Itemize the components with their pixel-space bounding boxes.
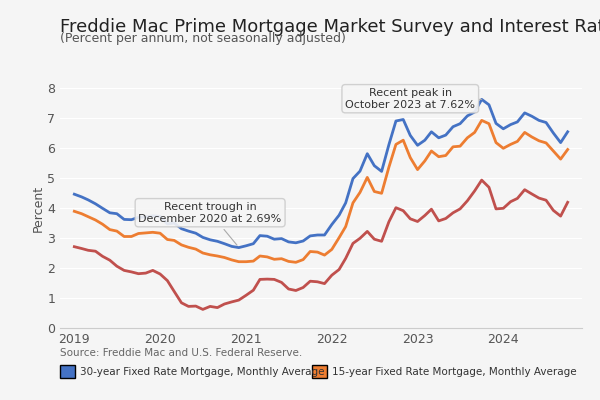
Text: Source: Freddie Mac and U.S. Federal Reserve.: Source: Freddie Mac and U.S. Federal Res… <box>60 348 302 358</box>
Text: 30-year Fixed Rate Mortgage, Monthly Average: 30-year Fixed Rate Mortgage, Monthly Ave… <box>80 367 325 377</box>
Text: (Percent per annum, not seasonally adjusted): (Percent per annum, not seasonally adjus… <box>60 32 346 45</box>
Text: Recent trough in
December 2020 at 2.69%: Recent trough in December 2020 at 2.69% <box>139 202 282 245</box>
Text: Freddie Mac Prime Mortgage Market Survey and Interest Rate: Freddie Mac Prime Mortgage Market Survey… <box>60 18 600 36</box>
Text: Recent peak in
October 2023 at 7.62%: Recent peak in October 2023 at 7.62% <box>345 88 482 110</box>
Y-axis label: Percent: Percent <box>31 184 44 232</box>
Text: 15-year Fixed Rate Mortgage, Monthly Average: 15-year Fixed Rate Mortgage, Monthly Ave… <box>332 367 577 377</box>
